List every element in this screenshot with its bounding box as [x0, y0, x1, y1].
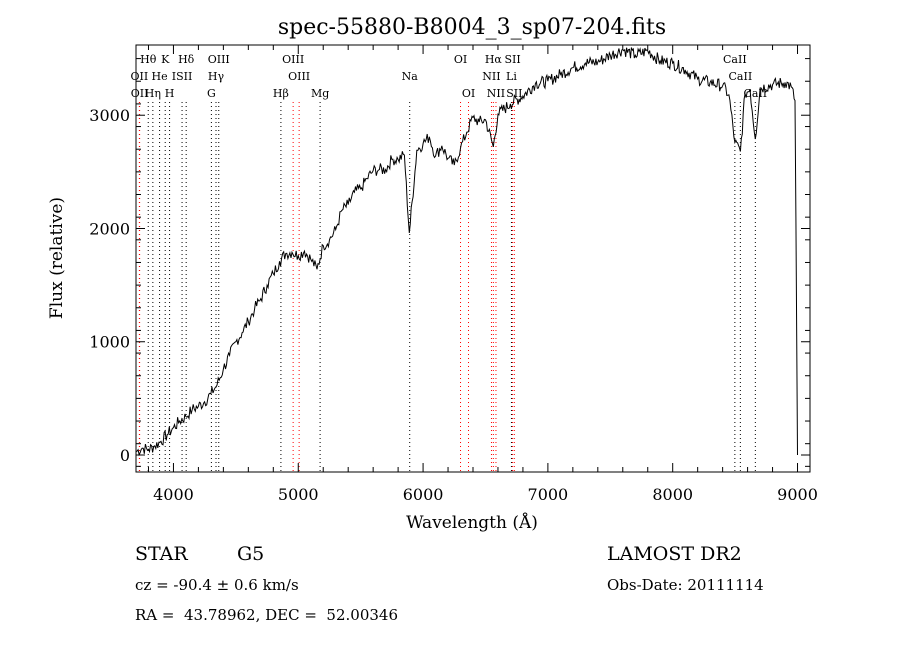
spectral-line-label: He: [152, 70, 168, 83]
spectral-line-label: OII: [131, 87, 149, 100]
chart-title: spec-55880-B8004_3_sp07-204.fits: [278, 15, 666, 40]
x-tick-label: 9000: [777, 485, 818, 504]
object-subclass: G5: [237, 543, 264, 565]
survey-label: LAMOST DR2: [607, 543, 742, 565]
spectral-line-label: G: [207, 87, 216, 100]
observation-date: Obs-Date: 20111114: [607, 576, 764, 594]
spectral-line-label: ISII: [172, 70, 193, 83]
plot-frame: [135, 44, 811, 473]
object-class: STAR: [135, 543, 188, 565]
spectral-line-label: SII: [504, 53, 520, 66]
spectral-line-label: Mg: [311, 87, 329, 100]
y-axis-label: Flux (relative): [47, 197, 67, 319]
spectral-line-label: Hη: [145, 87, 161, 100]
spectral-line-label: OIII: [288, 70, 310, 83]
spectral-line-label: CaII: [729, 70, 753, 83]
spectral-line-label: SII: [506, 87, 522, 100]
spectral-line-label: Hα: [485, 53, 503, 66]
x-tick-label: 6000: [403, 485, 444, 504]
spectral-line-label: Hγ: [208, 70, 225, 83]
coordinates-readout: RA = 43.78962, DEC = 52.00346: [135, 606, 398, 624]
spectral-line-label: OIII: [208, 53, 230, 66]
x-tick-label: 7000: [528, 485, 569, 504]
velocity-readout: cz = -90.4 ± 0.6 km/s: [135, 576, 299, 594]
x-tick-label: 4000: [153, 485, 194, 504]
x-tick-label: 8000: [652, 485, 693, 504]
spectral-line-label: Hθ: [140, 53, 157, 66]
spectral-line-label: Hβ: [273, 87, 289, 100]
y-tick-label: 0: [120, 446, 130, 465]
spectral-line-label: Hδ: [178, 53, 195, 66]
y-tick-label: 3000: [89, 106, 130, 125]
spectral-line-label: NII: [482, 70, 500, 83]
spectral-line-label: OII: [131, 70, 149, 83]
x-axis-label: Wavelength (Å): [406, 512, 538, 533]
spectral-line-label: CaII: [723, 53, 747, 66]
spectral-line-label: OI: [454, 53, 467, 66]
spectral-line-label: NII: [487, 87, 505, 100]
spectrum-series-line: [135, 47, 798, 457]
spectral-line-label: OIII: [282, 53, 304, 66]
x-tick-label: 5000: [278, 485, 319, 504]
y-tick-label: 1000: [89, 333, 130, 352]
spectral-line-label: H: [165, 87, 175, 100]
spectral-line-label: K: [161, 53, 170, 66]
spectral-line-label: Li: [506, 70, 517, 83]
y-tick-label: 2000: [89, 219, 130, 238]
axis-ticks: 4000 5000 6000 7000 8000 9000 0 1000 2000 3000: [89, 45, 818, 504]
spectral-line-label: OI: [462, 87, 475, 100]
spectral-line-label: Na: [402, 70, 419, 83]
